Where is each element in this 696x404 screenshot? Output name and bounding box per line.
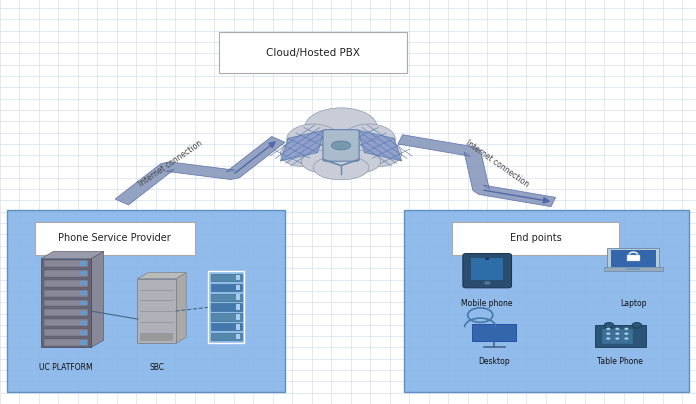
Ellipse shape [305, 108, 377, 147]
Circle shape [485, 258, 489, 260]
FancyBboxPatch shape [35, 222, 195, 255]
Circle shape [632, 322, 642, 328]
Polygon shape [595, 325, 646, 347]
FancyBboxPatch shape [210, 303, 242, 311]
FancyBboxPatch shape [80, 321, 87, 325]
Polygon shape [175, 273, 187, 343]
Text: Cloud/Hosted PBX: Cloud/Hosted PBX [266, 48, 361, 57]
Text: Desktop: Desktop [478, 357, 510, 366]
Polygon shape [91, 251, 104, 347]
Ellipse shape [357, 141, 402, 166]
FancyBboxPatch shape [210, 274, 242, 281]
Circle shape [624, 332, 628, 335]
FancyBboxPatch shape [210, 294, 242, 301]
Ellipse shape [331, 141, 351, 150]
FancyBboxPatch shape [44, 280, 88, 287]
Text: Table Phone: Table Phone [596, 357, 642, 366]
FancyBboxPatch shape [237, 314, 241, 320]
Circle shape [615, 328, 619, 330]
Text: End points: End points [510, 234, 562, 243]
Circle shape [615, 332, 619, 335]
FancyBboxPatch shape [44, 319, 88, 326]
FancyBboxPatch shape [237, 295, 241, 300]
Text: SBC: SBC [149, 363, 164, 372]
FancyBboxPatch shape [237, 284, 241, 290]
FancyBboxPatch shape [80, 291, 87, 295]
FancyBboxPatch shape [463, 254, 512, 288]
FancyBboxPatch shape [237, 324, 241, 330]
Circle shape [484, 281, 491, 285]
Ellipse shape [280, 141, 325, 166]
Polygon shape [398, 135, 555, 207]
FancyBboxPatch shape [404, 210, 689, 392]
FancyBboxPatch shape [471, 259, 503, 280]
Circle shape [615, 337, 619, 340]
FancyBboxPatch shape [140, 334, 173, 341]
FancyBboxPatch shape [41, 259, 91, 347]
Ellipse shape [287, 124, 340, 155]
FancyBboxPatch shape [44, 299, 88, 307]
FancyBboxPatch shape [210, 323, 242, 330]
FancyBboxPatch shape [602, 329, 633, 344]
FancyBboxPatch shape [80, 330, 87, 335]
Ellipse shape [336, 150, 381, 173]
Circle shape [606, 332, 610, 335]
Polygon shape [115, 137, 285, 205]
Circle shape [624, 328, 628, 330]
FancyBboxPatch shape [219, 32, 407, 73]
FancyBboxPatch shape [80, 271, 87, 276]
FancyBboxPatch shape [80, 281, 87, 285]
FancyBboxPatch shape [452, 222, 619, 255]
FancyBboxPatch shape [44, 339, 88, 346]
FancyBboxPatch shape [237, 275, 241, 280]
FancyBboxPatch shape [80, 261, 87, 265]
FancyBboxPatch shape [44, 260, 88, 267]
FancyBboxPatch shape [626, 267, 640, 270]
Text: Phone Service Provider: Phone Service Provider [58, 234, 171, 243]
FancyBboxPatch shape [237, 334, 241, 339]
FancyBboxPatch shape [627, 255, 640, 261]
Ellipse shape [303, 135, 379, 168]
Text: UC PLATFORM: UC PLATFORM [39, 363, 93, 372]
Polygon shape [357, 130, 402, 161]
Ellipse shape [313, 156, 369, 180]
Ellipse shape [301, 150, 346, 173]
FancyBboxPatch shape [44, 329, 88, 336]
FancyBboxPatch shape [323, 130, 359, 161]
FancyBboxPatch shape [210, 333, 242, 340]
Text: Mobile phone: Mobile phone [461, 299, 513, 308]
Text: Internet connection: Internet connection [464, 138, 531, 189]
FancyBboxPatch shape [611, 250, 656, 267]
Circle shape [604, 322, 614, 328]
FancyBboxPatch shape [80, 341, 87, 345]
FancyBboxPatch shape [7, 210, 285, 392]
FancyBboxPatch shape [210, 284, 242, 291]
Circle shape [606, 337, 610, 340]
FancyBboxPatch shape [138, 279, 175, 343]
FancyBboxPatch shape [44, 309, 88, 316]
Ellipse shape [342, 124, 395, 155]
Text: Laptop: Laptop [620, 299, 647, 308]
FancyBboxPatch shape [603, 267, 663, 271]
Circle shape [606, 328, 610, 330]
Circle shape [624, 337, 628, 340]
FancyBboxPatch shape [607, 248, 659, 269]
FancyBboxPatch shape [80, 311, 87, 315]
FancyBboxPatch shape [44, 290, 88, 297]
Polygon shape [41, 251, 104, 259]
FancyBboxPatch shape [44, 270, 88, 277]
FancyBboxPatch shape [80, 301, 87, 305]
Text: Internet connection: Internet connection [137, 139, 204, 189]
FancyBboxPatch shape [472, 324, 516, 341]
Polygon shape [138, 273, 187, 279]
Polygon shape [280, 130, 325, 161]
FancyBboxPatch shape [237, 304, 241, 310]
FancyBboxPatch shape [210, 313, 242, 320]
